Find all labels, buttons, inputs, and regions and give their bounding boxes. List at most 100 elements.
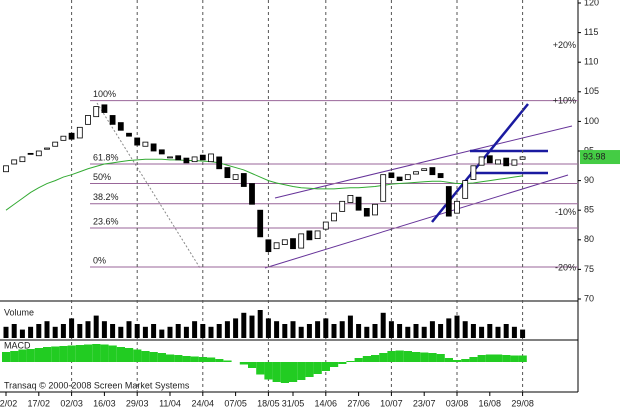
candle: [454, 200, 460, 214]
target-label: +10%: [553, 96, 576, 106]
volume-bar: [200, 324, 206, 338]
x-tick-label: 29/03: [126, 398, 149, 408]
price-tag-box: [580, 150, 620, 165]
candle: [347, 194, 354, 203]
macd-bar: [207, 357, 216, 362]
volume-bar: [298, 326, 304, 338]
macd-bar: [469, 357, 478, 362]
volume-bar: [208, 326, 214, 338]
macd-bar: [461, 359, 470, 362]
candle: [150, 143, 157, 152]
candle: [495, 159, 501, 165]
macd-bar: [256, 362, 265, 375]
macd-bar: [412, 352, 421, 362]
candle: [199, 154, 206, 161]
candle: [183, 157, 190, 164]
volume-bar: [487, 324, 493, 338]
macd-bar: [289, 362, 298, 382]
y-tick-label: 75: [584, 264, 594, 274]
volume-bar: [282, 324, 288, 338]
volume-bar: [77, 324, 83, 338]
macd-bar: [116, 347, 125, 362]
volume-bar: [126, 321, 132, 338]
volume-bar: [462, 321, 468, 338]
volume-bar: [167, 326, 173, 338]
volume-bar: [413, 324, 419, 338]
candle: [404, 174, 411, 180]
volume-bar: [331, 324, 337, 338]
macd-bar: [26, 349, 35, 362]
volume-bar: [110, 324, 116, 338]
volume-bar: [511, 326, 517, 338]
macd-bar: [379, 353, 388, 362]
candle: [68, 132, 75, 140]
macd-bar: [34, 348, 43, 362]
volume-bar: [52, 326, 58, 338]
candle: [240, 173, 247, 187]
x-tick-label: 24/04: [192, 398, 215, 408]
volume-bar: [224, 321, 230, 338]
candle: [27, 152, 34, 155]
candle: [60, 135, 67, 141]
macd-bar: [67, 345, 76, 362]
x-tick-label: 11/04: [159, 398, 181, 408]
candle: [142, 141, 149, 147]
volume-bar: [44, 321, 50, 338]
panel-label: Volume: [4, 307, 34, 317]
candle: [445, 186, 452, 217]
macd-bar: [395, 350, 404, 362]
channel-line: [264, 174, 569, 269]
volume-bar: [438, 324, 444, 338]
candle: [85, 115, 91, 125]
y-tick-label: 105: [584, 86, 599, 96]
macd-bar: [362, 356, 371, 362]
macd-bar: [428, 353, 437, 362]
y-tick-label: 120: [584, 0, 599, 7]
candle: [158, 149, 165, 155]
candle: [331, 212, 337, 222]
volume-bar: [134, 324, 140, 338]
candle: [208, 153, 214, 163]
volume-bar: [339, 321, 345, 338]
candle: [355, 196, 362, 211]
macd-bar: [190, 356, 199, 362]
candle: [396, 176, 403, 182]
volume-bar: [520, 329, 526, 338]
x-tick-label: 16/03: [93, 398, 116, 408]
macd-bar: [518, 355, 527, 362]
macd-bar: [51, 346, 60, 362]
volume-bar: [315, 321, 321, 338]
macd-bar: [453, 360, 462, 362]
y-tick-label: 70: [584, 293, 594, 303]
candle: [519, 156, 526, 160]
macd-bar: [280, 362, 289, 383]
candle: [175, 155, 182, 161]
macd-bar: [133, 349, 142, 362]
volume-bar: [503, 324, 509, 338]
macd-bar: [18, 349, 27, 362]
macd-bar: [436, 354, 445, 362]
candle: [478, 156, 485, 166]
macd-bar: [272, 362, 281, 382]
x-tick-label: 27/06: [347, 398, 370, 408]
macd-bar: [321, 362, 330, 371]
candle: [322, 221, 329, 230]
x-tick-label: 03/08: [446, 398, 469, 408]
x-tick-label: 16/08: [479, 398, 502, 408]
volume-bar: [3, 326, 9, 338]
candle: [306, 230, 313, 241]
macd-bar: [84, 344, 93, 362]
panel-label: MACD: [4, 340, 31, 350]
y-tick-label: 80: [584, 234, 594, 244]
macd-bar: [338, 362, 347, 364]
candle: [224, 167, 231, 179]
candle: [11, 159, 18, 165]
macd-bar: [108, 345, 117, 362]
volume-bar: [470, 324, 476, 338]
candle: [216, 156, 223, 170]
candle: [35, 150, 42, 157]
fib-label: 38.2%: [93, 192, 119, 202]
volume-bar: [274, 321, 280, 338]
volume-bar: [216, 324, 222, 338]
macd-bar: [346, 361, 355, 362]
